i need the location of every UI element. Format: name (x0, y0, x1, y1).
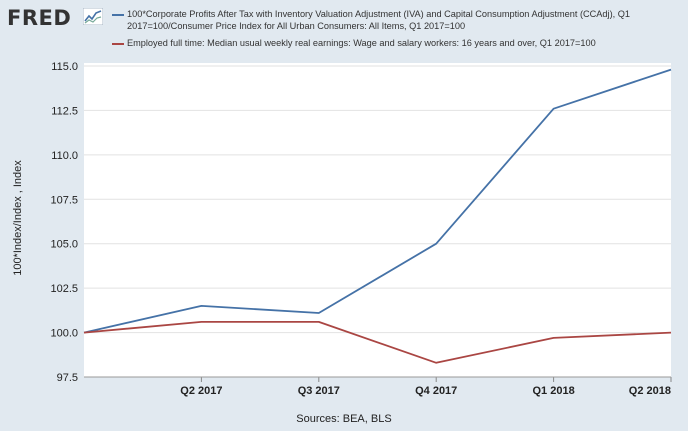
y-tick-label: 97.5 (57, 372, 78, 384)
y-tick-label: 100.0 (50, 328, 78, 340)
y-tick-label: 107.5 (50, 194, 78, 206)
x-tick-label: Q2 2018 (629, 385, 671, 397)
y-tick-label: 110.0 (51, 150, 78, 162)
y-tick-label: 112.5 (51, 105, 78, 117)
x-tick-label: Q4 2017 (415, 385, 457, 397)
chart-line-icon (83, 8, 103, 25)
series-line-weekly-earnings (83, 320, 672, 364)
legend-swatch (112, 43, 124, 45)
y-tick-label: 105.0 (50, 239, 78, 251)
x-tick-label: Q2 2017 (180, 385, 222, 397)
legend-swatch (112, 14, 124, 16)
fred-logo: FRED (7, 6, 72, 30)
x-tick-label: Q1 2018 (532, 385, 574, 397)
plot-area (84, 63, 671, 377)
legend-label: Employed full time: Median usual weekly … (127, 38, 596, 48)
y-axis-label: 100*Index/Index , Index (12, 160, 24, 276)
x-tick-label: Q3 2017 (298, 385, 340, 397)
y-tick-label: 115.0 (51, 61, 78, 73)
chart-header: FRED 100*Corporate Profits After Tax wit… (0, 0, 688, 56)
series-line-corporate-profits (83, 68, 672, 334)
y-tick-label: 102.5 (50, 283, 78, 295)
legend-label: 100*Corporate Profits After Tax with Inv… (127, 9, 631, 31)
source-note: Sources: BEA, BLS (296, 413, 392, 425)
